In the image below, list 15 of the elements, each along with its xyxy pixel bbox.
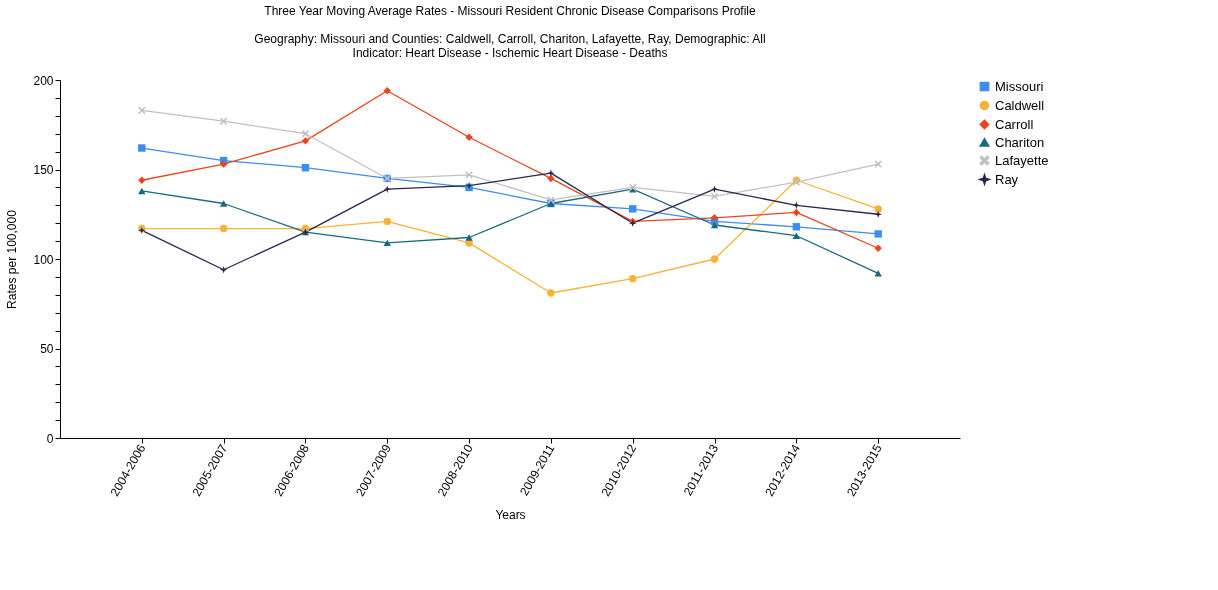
- legend-label: Ray: [995, 171, 1019, 187]
- legend-label: Lafayette: [995, 152, 1049, 168]
- chart-title: Three Year Moving Average Rates - Missouri Resident Chronic Disease Comparisons Profile: [264, 4, 756, 18]
- y-tick-label: 150: [33, 163, 54, 177]
- y-axis-title: Rates per 100,000: [5, 209, 20, 309]
- y-tick-label: 200: [33, 73, 54, 88]
- y-tick-label: 0: [46, 431, 54, 446]
- legend-label: Chariton: [995, 134, 1045, 150]
- legend-label: Caldwell: [995, 97, 1045, 113]
- legend-label: Carroll: [995, 116, 1034, 132]
- y-tick-label: 50: [40, 342, 54, 356]
- legend-label: Missouri: [995, 78, 1044, 94]
- chart-subtitle: Geography: Missouri and Counties: Caldwell, Carroll, Chariton, Lafayette, Ray, Demographic: All Indicator: Heart Disease - Ischemic Heart Disease - Deaths: [254, 32, 766, 60]
- y-tick-label: 100: [33, 252, 54, 267]
- x-axis-title: Years: [495, 508, 526, 523]
